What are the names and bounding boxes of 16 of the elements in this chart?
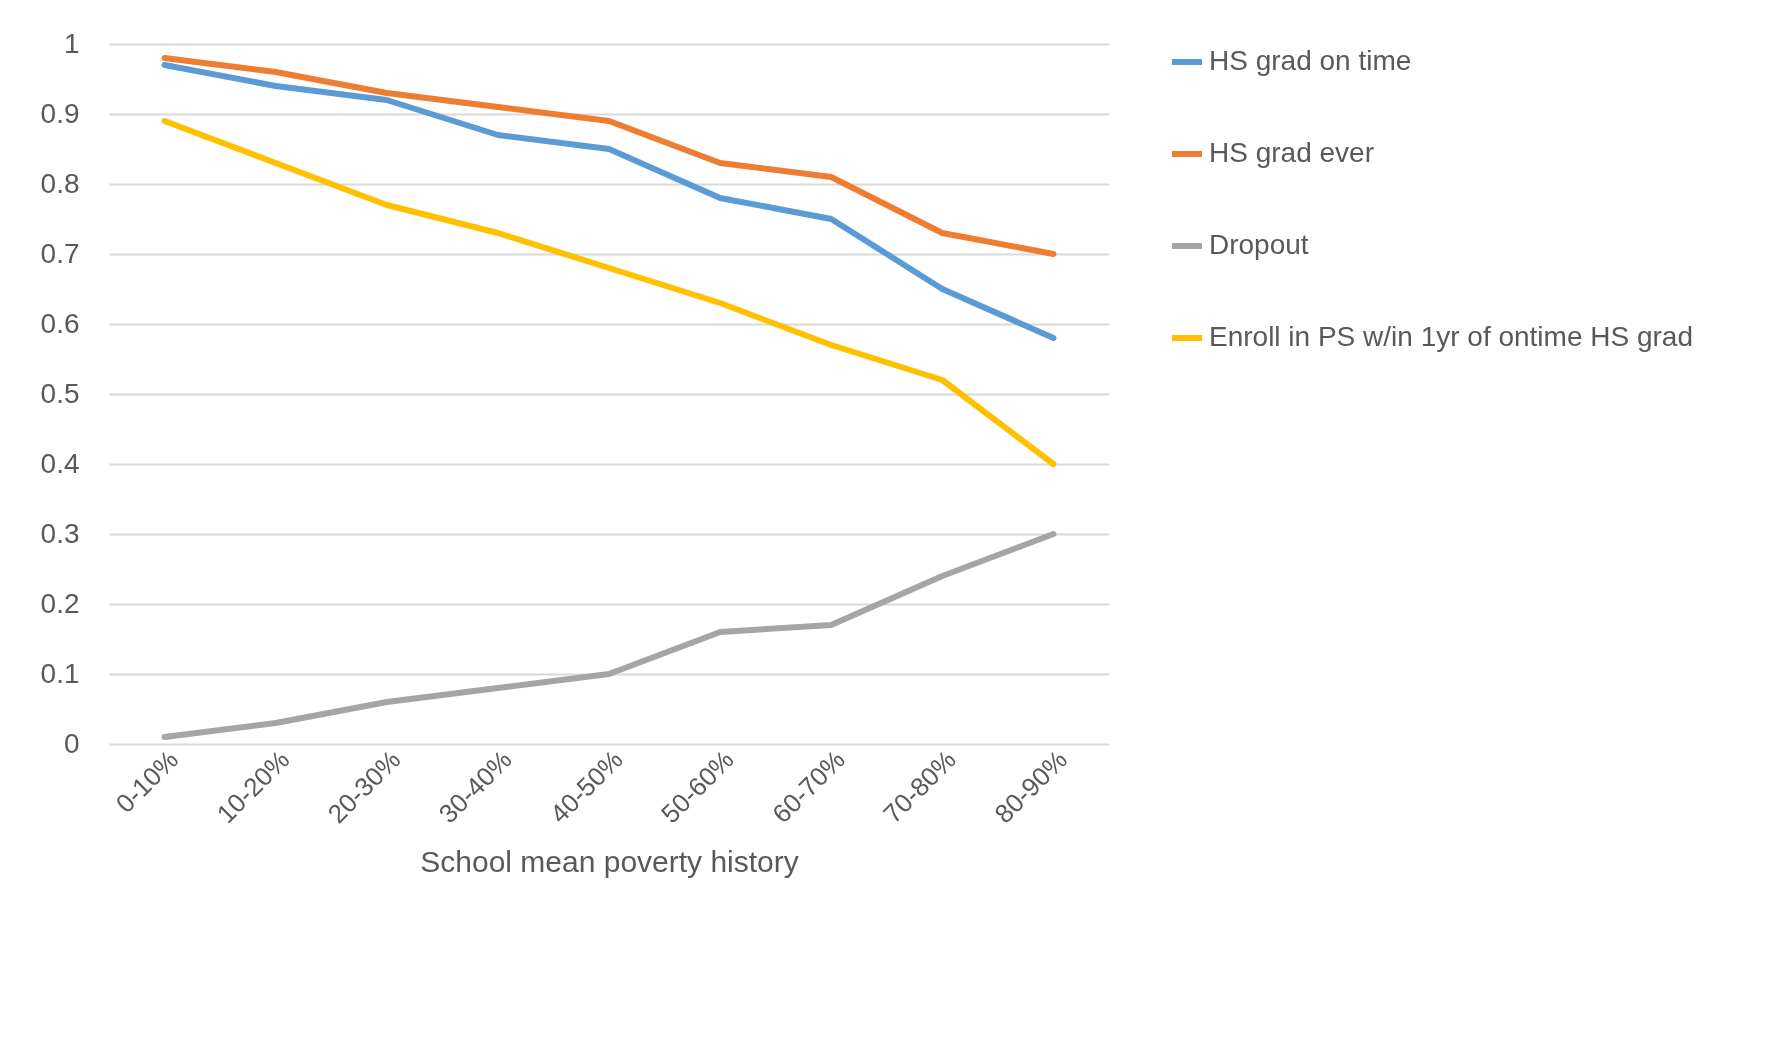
- y-tick-label: 0: [63, 727, 80, 759]
- y-tick-label: 0.2: [40, 587, 80, 619]
- y-tick-label: 0.6: [40, 307, 80, 339]
- y-tick-label: 0.1: [40, 657, 80, 689]
- y-tick-label: 0.8: [40, 167, 80, 199]
- x-axis-title: School mean poverty history: [420, 845, 799, 879]
- y-tick-label: 0.4: [40, 447, 80, 479]
- y-tick-label: 0.3: [40, 517, 80, 549]
- legend-label: Dropout: [1209, 229, 1309, 260]
- y-tick-label: 0.5: [40, 377, 80, 409]
- legend-label: HS grad ever: [1209, 137, 1374, 168]
- y-tick-label: 0.9: [40, 97, 80, 129]
- y-tick-label: 1: [63, 27, 80, 59]
- y-tick-label: 0.7: [40, 237, 80, 269]
- legend-label: HS grad on time: [1209, 45, 1412, 76]
- legend-label: Enroll in PS w/in 1yr of ontime HS grad: [1209, 321, 1693, 352]
